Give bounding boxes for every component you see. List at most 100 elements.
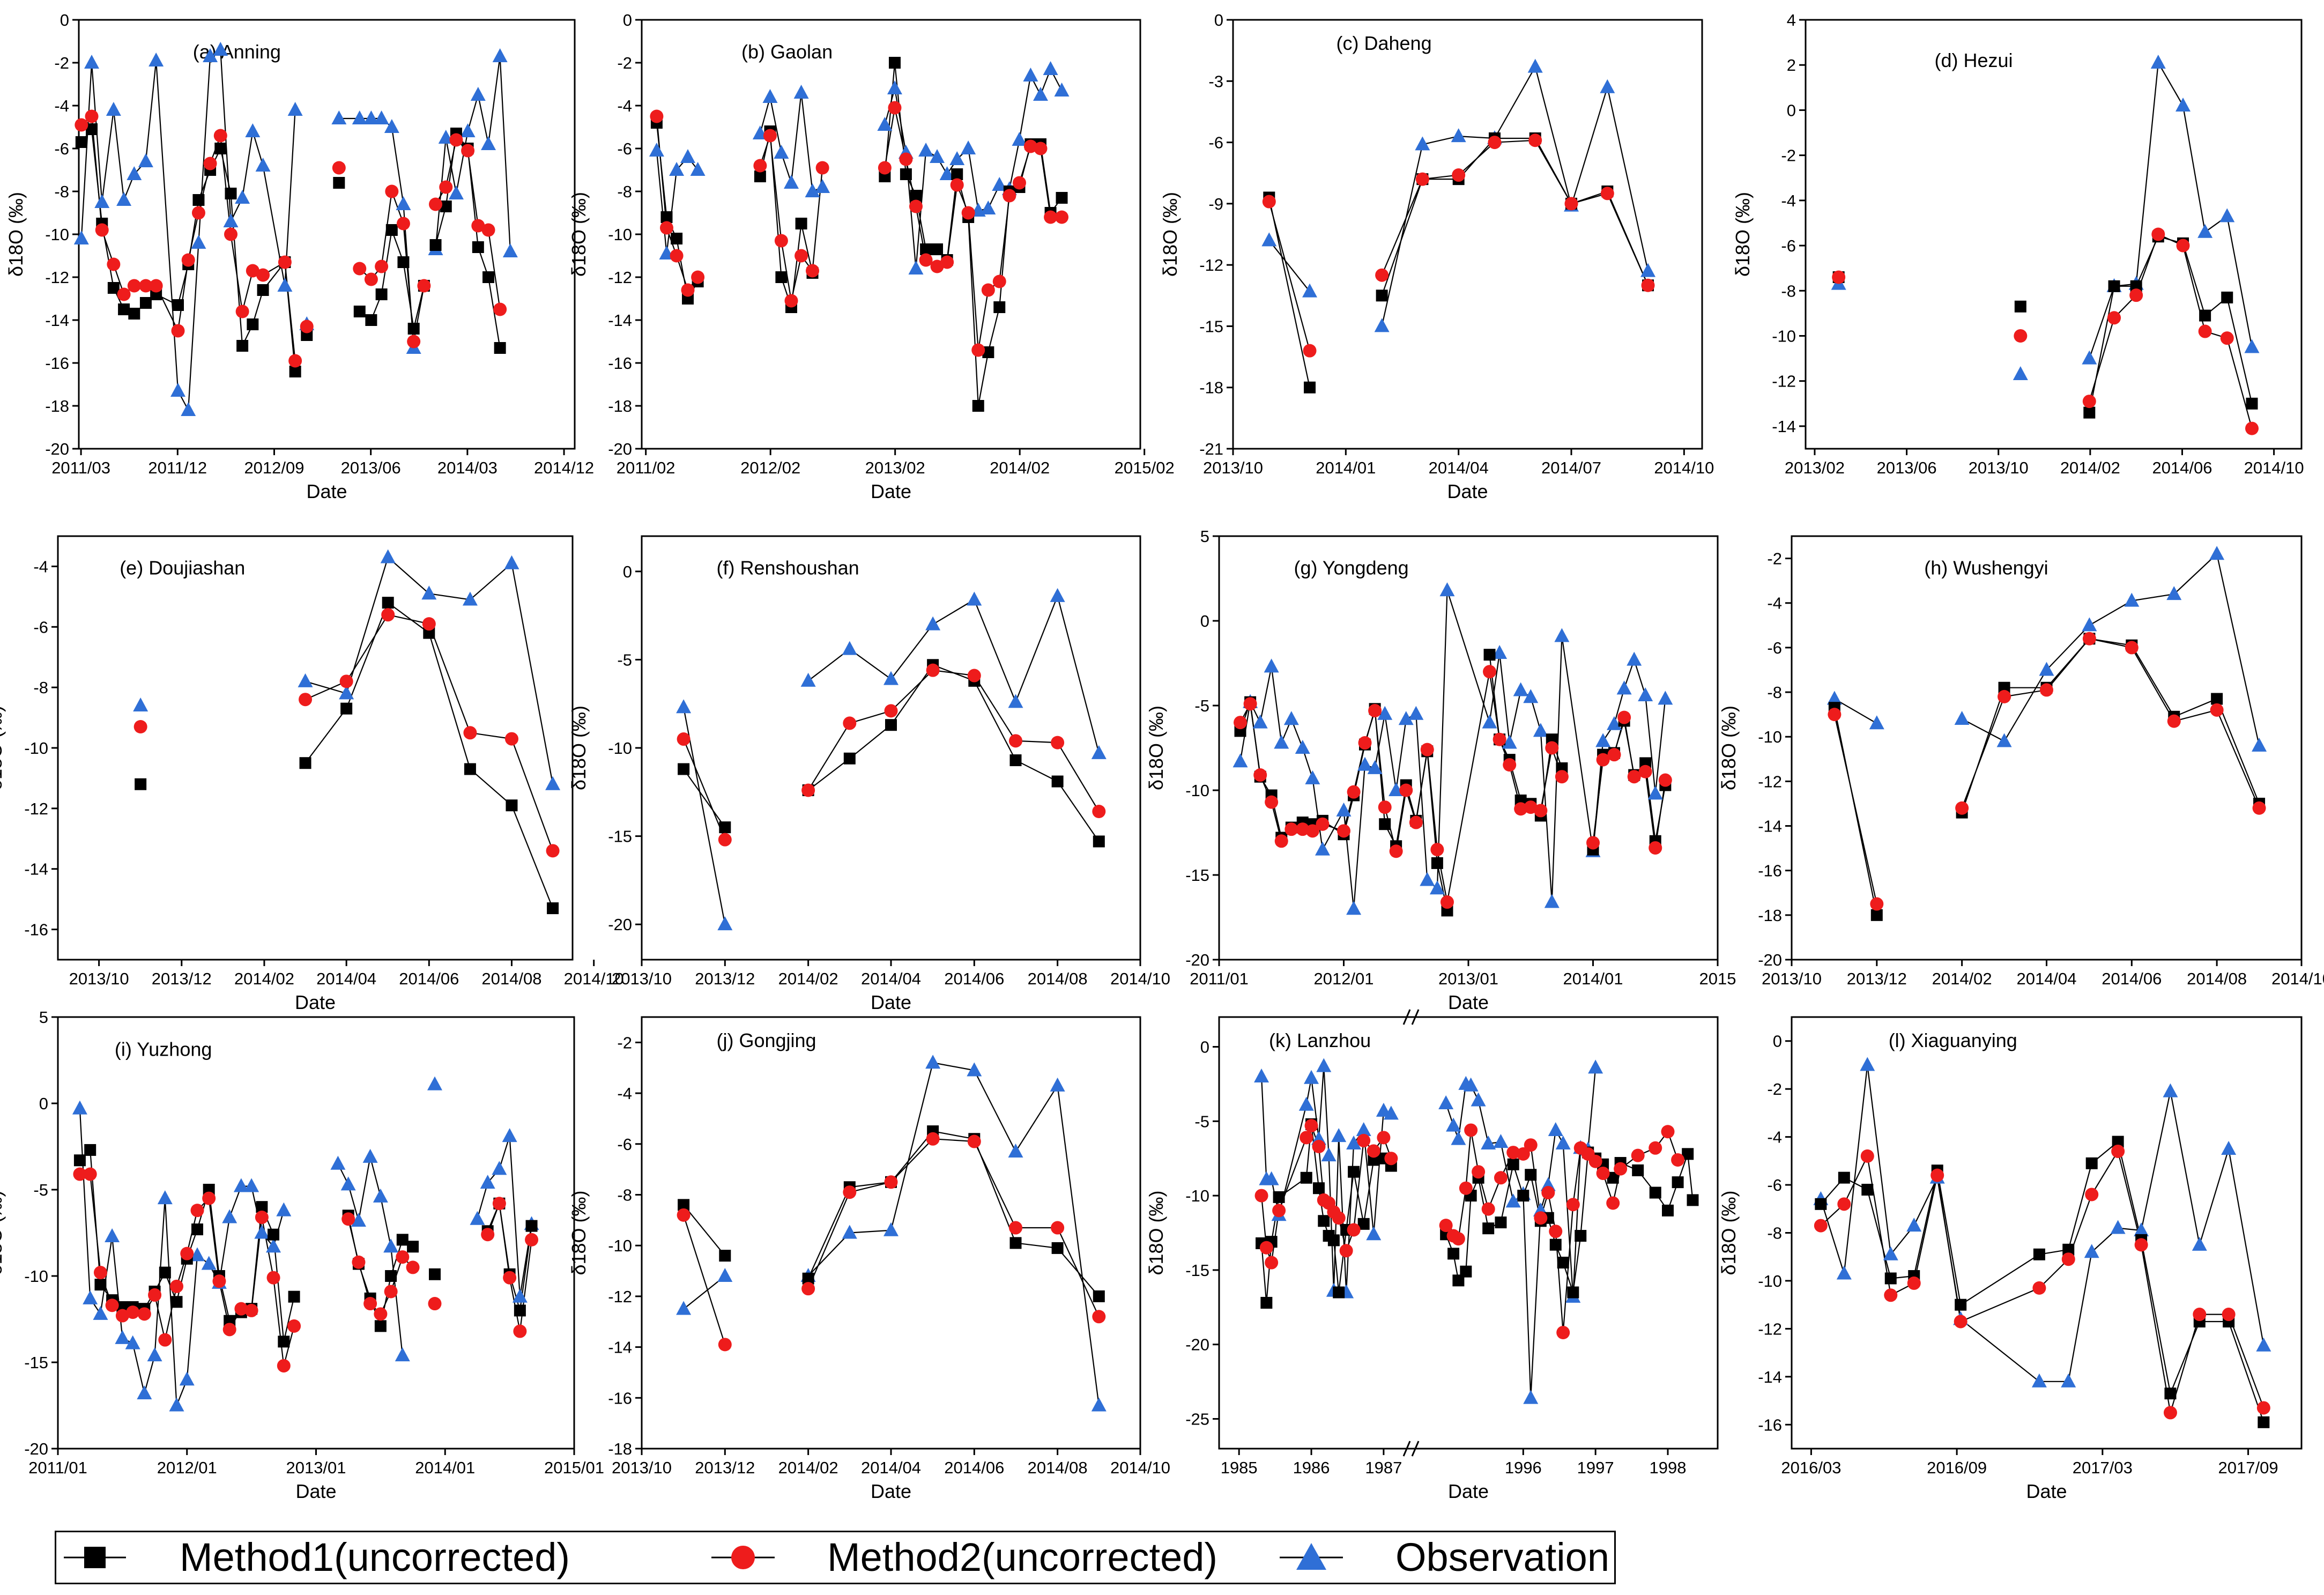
observation-point [149, 53, 164, 66]
method1-point [1672, 1176, 1684, 1189]
observation-point [1505, 1193, 1521, 1208]
method2-point [2222, 1308, 2236, 1322]
observation-point [949, 151, 965, 165]
observation-point [762, 89, 778, 103]
method1-point [1273, 1191, 1285, 1203]
method2-point [1003, 189, 1016, 203]
method2-point [795, 249, 808, 263]
y-tick-label: -14 [1758, 817, 1782, 836]
x-tick-label: 2014/02 [2060, 458, 2120, 477]
y-tick-label: -3 [1208, 72, 1223, 91]
method2-point [774, 234, 788, 248]
observation-point [190, 1247, 205, 1262]
method2-point [1832, 270, 1846, 284]
x-axis-label: Date [871, 991, 911, 1013]
observation-point [1420, 872, 1435, 886]
observation-point [1954, 710, 1970, 725]
method2-point [1607, 748, 1621, 762]
method2-point [139, 279, 153, 293]
x-tick-label: 2015/01 [544, 1458, 604, 1477]
y-tick-label: -16 [608, 1389, 632, 1407]
method1-point [494, 342, 506, 354]
y-tick-label: -2 [617, 1033, 632, 1052]
method1-point [1607, 1171, 1619, 1184]
method1-point [1093, 1290, 1105, 1302]
method1-point [547, 902, 559, 915]
observation-point [395, 1347, 410, 1362]
plot-frame [1218, 535, 1719, 961]
method1-point [900, 168, 912, 180]
x-tick-label: 2014/06 [399, 969, 459, 988]
method1-point [506, 799, 518, 812]
legend-symbols [64, 1543, 1343, 1570]
method2-point [191, 206, 205, 220]
y-tick-label: -6 [1767, 639, 1782, 657]
method1-point [910, 190, 922, 202]
method2-point [967, 1134, 981, 1148]
observation-point [462, 591, 478, 606]
observation-point [1336, 802, 1352, 817]
method2-point [235, 305, 249, 318]
x-tick-label: 2014/02 [778, 1458, 838, 1477]
x-tick-label: 1987 [1365, 1458, 1402, 1477]
x-tick-label: 2013/12 [695, 1458, 755, 1477]
x-tick-label: 1998 [1650, 1458, 1687, 1477]
observation-point [276, 1202, 292, 1216]
x-tick-label: 2013/12 [695, 969, 755, 988]
y-tick-label: -20 [45, 440, 69, 458]
observation-point [842, 1225, 857, 1239]
observation-point [222, 1209, 237, 1223]
method1-point [1861, 1184, 1874, 1196]
x-tick-label: 2013/12 [1847, 969, 1907, 988]
y-axis-label: δ18O (‰) [1159, 192, 1181, 277]
observation-point [887, 80, 902, 94]
method1-point [1575, 1230, 1587, 1242]
method2-point [1357, 1133, 1371, 1147]
method2-point [1606, 1196, 1620, 1210]
y-tick-label: 0 [623, 11, 632, 29]
y-tick-label: -8 [617, 1185, 632, 1204]
observation-point [992, 177, 1007, 191]
y-axis-label: δ18O (‰) [1145, 706, 1167, 790]
observation-point [805, 183, 820, 197]
method1-point [2083, 406, 2096, 419]
x-tick-label: 2013/01 [1438, 969, 1498, 988]
method2-point [1284, 822, 1298, 836]
x-tick-label: 2013/10 [69, 969, 129, 988]
observation-point [1463, 1077, 1479, 1092]
y-tick-label: -12 [608, 268, 632, 287]
method2-point [107, 257, 121, 271]
observation-point [939, 166, 955, 180]
method1-point [340, 702, 353, 715]
x-tick-label: 2014/04 [861, 969, 921, 988]
method2-point [1494, 1171, 1508, 1185]
method1-point [1682, 1148, 1694, 1160]
y-tick-label: -9 [1208, 195, 1223, 213]
method1-point [982, 346, 994, 358]
observation-point [502, 243, 518, 257]
observation-point [1996, 733, 2012, 747]
method2-point [1415, 172, 1429, 186]
y-tick-label: -2 [54, 54, 69, 72]
x-tick-label: 2011/02 [617, 458, 675, 477]
series-method1 [305, 602, 554, 909]
x-tick-label: 2014/01 [1563, 969, 1623, 988]
method2-point [396, 217, 410, 231]
method2-point [384, 1285, 398, 1299]
x-tick-label: 2013/10 [1969, 458, 2029, 477]
method1-point [170, 1296, 183, 1308]
x-axis-label: Date [2026, 1480, 2067, 1502]
method2-point [287, 1319, 301, 1333]
observation-point [1274, 735, 1289, 749]
x-tick-label: 2014/02 [234, 969, 294, 988]
observation-point [1254, 1069, 1269, 1083]
observation-point [421, 585, 437, 600]
series-observation [656, 68, 1063, 269]
observation-point [1305, 770, 1320, 784]
observation-point [138, 153, 153, 167]
method2-point [1265, 795, 1279, 809]
method2-point [428, 1297, 442, 1311]
method2-point [919, 253, 933, 267]
